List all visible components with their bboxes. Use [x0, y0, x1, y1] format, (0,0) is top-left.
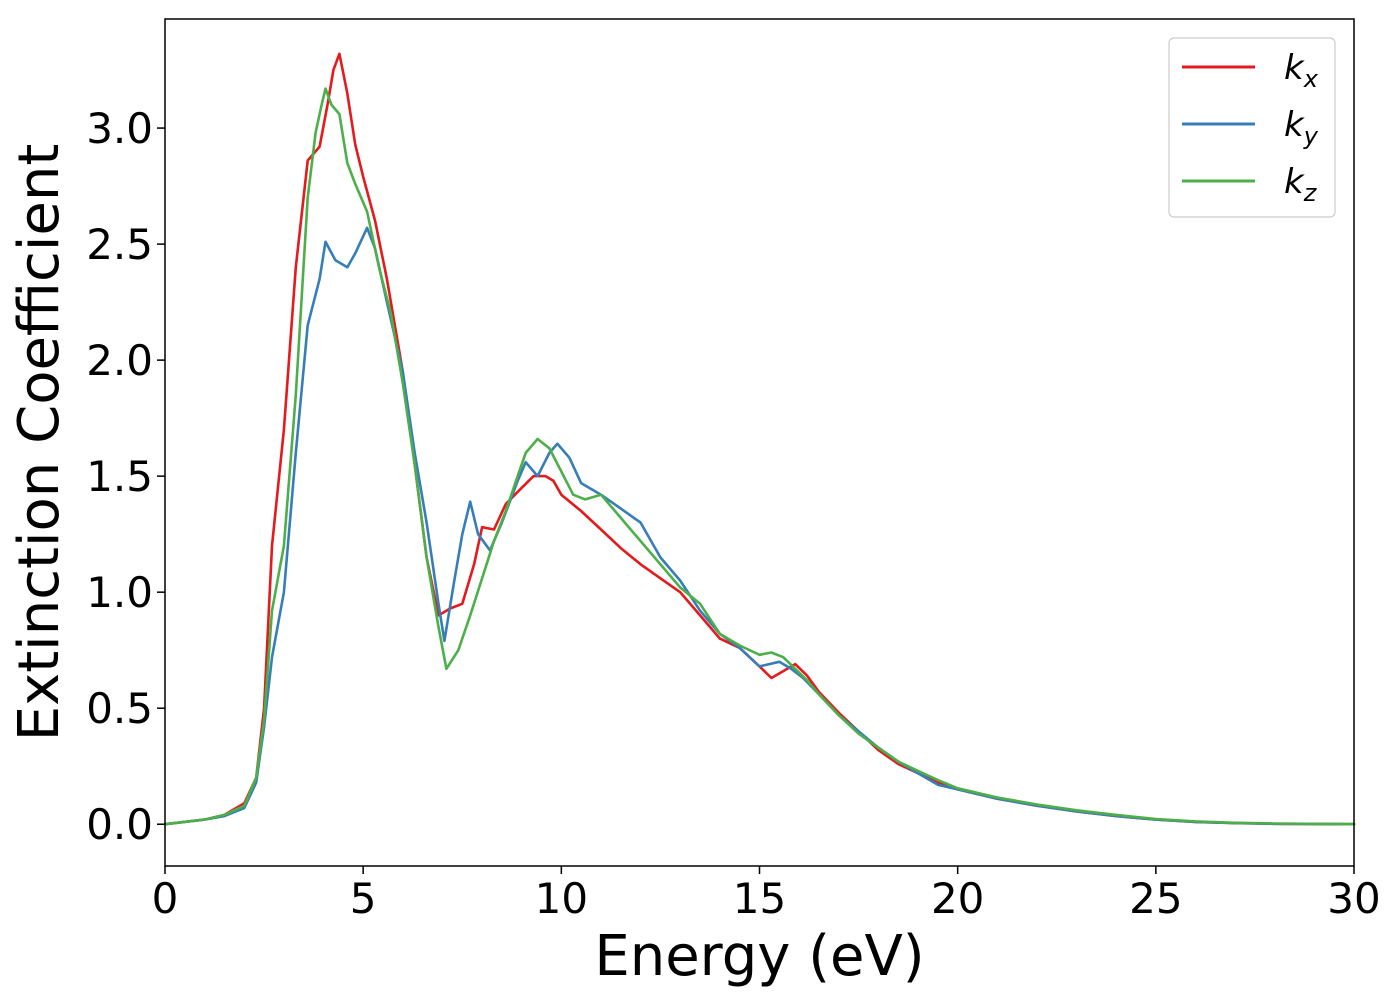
y-tick-label: 0.0: [86, 800, 153, 849]
series-line-kz: [163, 87, 1356, 826]
x-tick-label: 15: [733, 874, 786, 923]
y-tick-label: 3.0: [86, 104, 153, 153]
y-tick-label: 2.5: [86, 220, 153, 269]
y-tick-label: 0.5: [86, 684, 153, 733]
y-tick-label: 2.0: [86, 336, 153, 385]
x-tick-label: 5: [350, 874, 377, 923]
x-axis-label: Energy (eV): [594, 924, 924, 989]
y-axis-label: Extinction Coefficient: [7, 144, 72, 742]
legend-label-kz: kz: [1284, 162, 1318, 207]
series-line-ky: [163, 226, 1356, 826]
series-layer: [163, 52, 1356, 826]
x-tick-label: 0: [152, 874, 179, 923]
legend-box: [1168, 37, 1336, 218]
y-tick-label: 1.0: [86, 568, 153, 617]
x-tick-label: 25: [1129, 874, 1182, 923]
y-tick-label: 1.5: [86, 452, 153, 501]
x-tick-label: 20: [931, 874, 984, 923]
x-tick-label: 10: [535, 874, 588, 923]
tick-layer: 0 5 10 15 20 25 30 0.0 0.5 1.0 1.5 2.0 2.5 3.0: [86, 104, 1381, 923]
x-tick-label: 30: [1327, 874, 1380, 923]
plot-frame: [164, 18, 1355, 867]
